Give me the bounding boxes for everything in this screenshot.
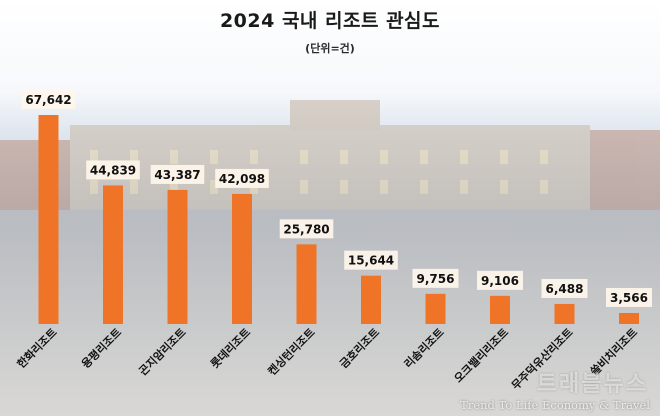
value-label-bg-9 (541, 278, 588, 298)
value-label-bg-4 (215, 168, 269, 188)
value-label-bg-1 (21, 90, 76, 109)
chart-title-container: 2024 국내 리조트 관심도 (0, 6, 660, 33)
value-label-bg-6 (344, 250, 398, 270)
value-label-6: 15,644 (348, 254, 394, 268)
watermark-tagline: Trend To Life Economy & Travel (460, 398, 650, 412)
value-label-bg-2 (86, 160, 140, 180)
watermark-logo: 트래블뉴스 (536, 372, 648, 397)
value-label-4: 42,098 (219, 172, 265, 186)
chart-subtitle: (단위=건) (305, 42, 355, 55)
value-label-7: 9,756 (417, 272, 455, 286)
bar-5 (296, 244, 317, 324)
value-label-bg-8 (477, 270, 523, 290)
value-label-1: 67,642 (25, 93, 71, 107)
value-label-2: 44,839 (90, 163, 136, 177)
bar-2 (103, 185, 123, 324)
value-label-bg-10 (606, 287, 652, 307)
value-label-10: 3,566 (610, 291, 648, 305)
value-label-bg-3 (150, 164, 205, 184)
value-label-3: 43,387 (154, 168, 200, 182)
value-label-9: 6,488 (546, 282, 584, 296)
value-label-bg-7 (412, 268, 459, 288)
bar-4 (232, 193, 252, 324)
bar-3 (167, 189, 188, 324)
value-label-bg-5 (279, 219, 334, 239)
bar-9 (554, 303, 575, 324)
chart-title: 2024 국내 리조트 관심도 (219, 10, 441, 32)
bar-8 (490, 295, 510, 324)
bars-layer (38, 115, 639, 324)
bar-7 (425, 293, 446, 324)
value-label-8: 9,106 (481, 274, 519, 288)
bar-6 (361, 275, 381, 324)
bar-1 (38, 115, 59, 324)
bar-10 (619, 312, 639, 324)
value-labels-layer: 67,642 44,839 43,387 42,098 25,780 15,644 9,75… (21, 90, 652, 307)
value-label-5: 25,780 (283, 222, 329, 236)
